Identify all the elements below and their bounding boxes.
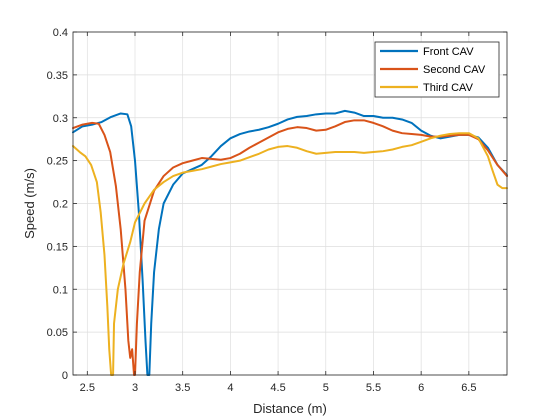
x-axis-ticks: 2.5 3 3.5 4 4.5 5 5.5 6 6.5	[80, 32, 476, 394]
y-tick-label: 0.1	[53, 284, 68, 296]
legend-label-front-cav: Front CAV	[423, 46, 474, 58]
x-axis-label: Distance (m)	[253, 401, 327, 416]
x-tick-label: 4	[227, 382, 233, 394]
y-tick-label: 0	[62, 370, 68, 382]
x-tick-label: 6	[418, 382, 424, 394]
series-line-front-cav	[72, 109, 508, 376]
x-tick-label: 2.5	[80, 382, 95, 394]
x-tick-label: 4.5	[270, 382, 285, 394]
y-tick-label: 0.2	[53, 199, 68, 211]
legend: Front CAV Second CAV Third CAV	[374, 41, 500, 98]
legend-label-third-cav: Third CAV	[423, 82, 474, 94]
x-tick-label: 3	[132, 382, 138, 394]
y-tick-label: 0.35	[47, 70, 68, 82]
y-tick-label: 0.4	[53, 27, 68, 39]
y-tick-label: 0.25	[47, 156, 68, 168]
x-tick-label: 3.5	[175, 382, 190, 394]
y-axis-ticks: 0 0.05 0.1 0.15 0.2 0.25 0.3 0.35 0.4	[47, 27, 507, 382]
x-tick-label: 5	[323, 382, 329, 394]
x-tick-label: 5.5	[366, 382, 381, 394]
y-tick-label: 0.15	[47, 241, 68, 253]
x-tick-label: 6.5	[461, 382, 476, 394]
y-axis-label: Speed (m/s)	[22, 168, 37, 239]
y-tick-label: 0.05	[47, 327, 68, 339]
series-line-second-cav	[72, 119, 508, 376]
legend-label-second-cav: Second CAV	[423, 64, 486, 76]
y-tick-label: 0.3	[53, 113, 68, 125]
